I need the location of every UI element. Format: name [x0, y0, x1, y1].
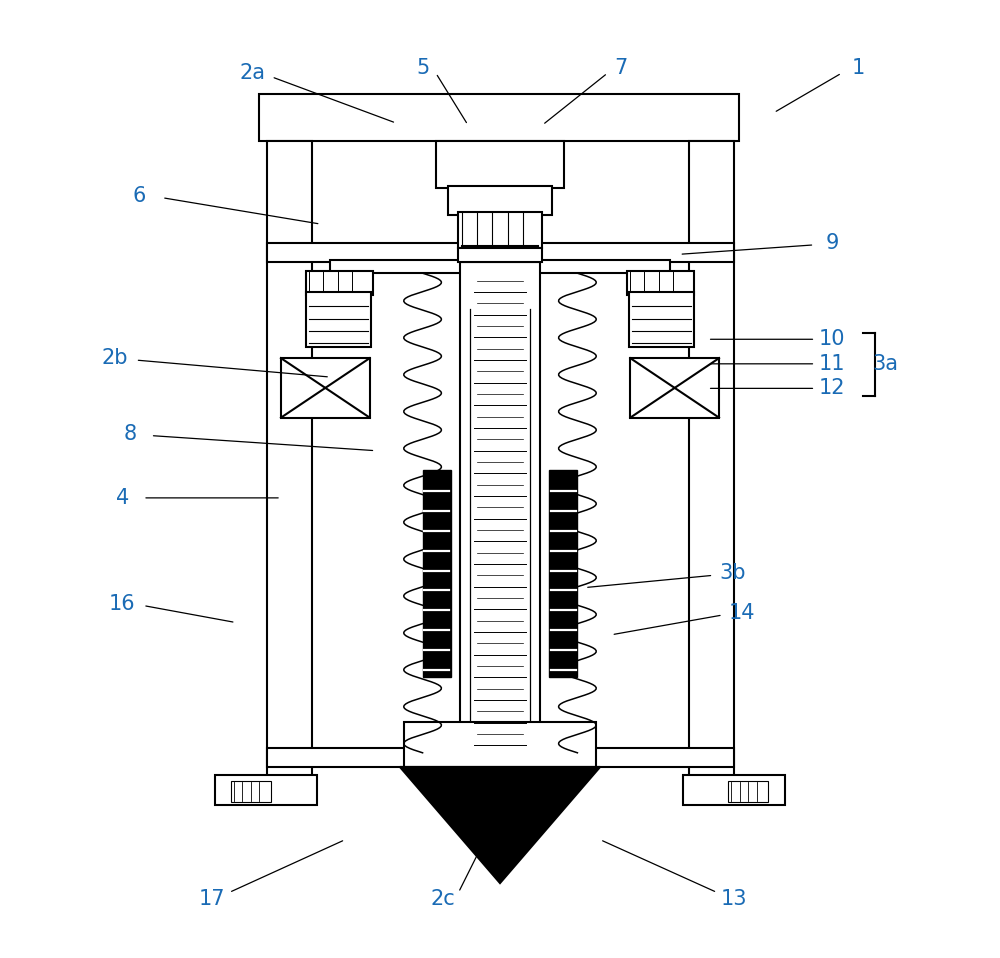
- Bar: [458, 248, 542, 262]
- Bar: [267, 243, 734, 262]
- Bar: [404, 721, 596, 767]
- Text: 3b: 3b: [719, 563, 746, 583]
- Text: 2c: 2c: [431, 889, 456, 909]
- Text: 11: 11: [819, 354, 846, 374]
- Text: 2a: 2a: [240, 63, 266, 83]
- Bar: [281, 358, 370, 418]
- Polygon shape: [400, 767, 600, 883]
- Bar: [215, 774, 317, 805]
- Bar: [538, 260, 670, 273]
- Text: 9: 9: [826, 233, 839, 253]
- Text: 13: 13: [721, 889, 747, 909]
- Bar: [423, 469, 451, 677]
- Bar: [267, 748, 734, 767]
- Text: 12: 12: [819, 378, 846, 399]
- Bar: [462, 246, 538, 266]
- Bar: [460, 262, 540, 753]
- Text: 4: 4: [116, 488, 129, 508]
- Bar: [549, 469, 577, 677]
- Bar: [689, 141, 734, 776]
- Text: 1: 1: [852, 58, 865, 79]
- Bar: [436, 141, 564, 188]
- Bar: [458, 212, 542, 248]
- Bar: [629, 292, 694, 347]
- Bar: [306, 292, 371, 347]
- Text: 8: 8: [123, 423, 136, 444]
- Bar: [267, 141, 312, 776]
- Text: 3a: 3a: [872, 354, 898, 374]
- Text: 10: 10: [819, 330, 846, 350]
- Bar: [627, 271, 694, 295]
- Text: 16: 16: [109, 594, 136, 614]
- Bar: [259, 94, 739, 141]
- Bar: [448, 186, 552, 215]
- Text: 2b: 2b: [102, 348, 128, 368]
- Bar: [330, 260, 462, 273]
- Bar: [306, 271, 373, 295]
- Bar: [630, 358, 719, 418]
- Bar: [231, 781, 271, 802]
- Text: 17: 17: [199, 889, 225, 909]
- Text: 14: 14: [728, 604, 755, 623]
- Text: 6: 6: [133, 186, 146, 206]
- Bar: [683, 774, 785, 805]
- Text: 5: 5: [416, 58, 429, 79]
- Text: 7: 7: [614, 58, 627, 79]
- Bar: [728, 781, 768, 802]
